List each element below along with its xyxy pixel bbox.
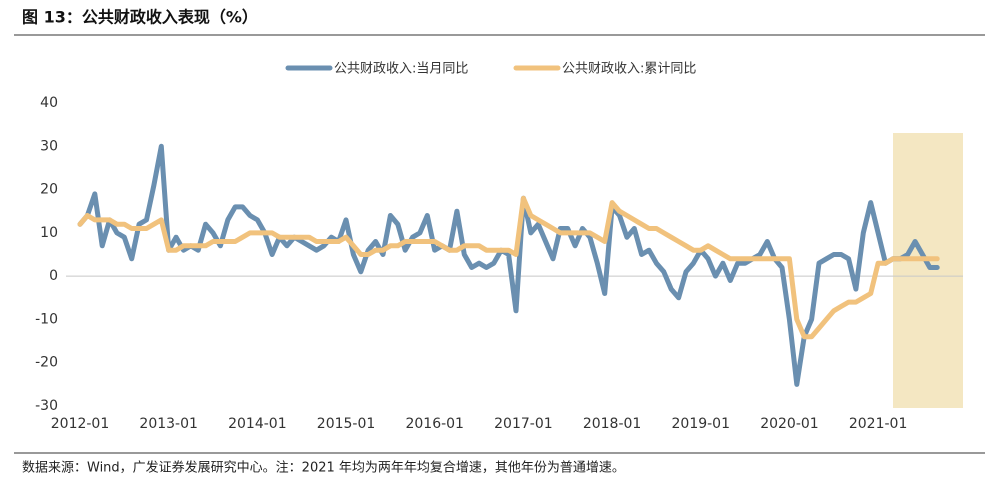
legend-label: 公共财政收入:累计同比 [562, 62, 696, 77]
y-tick-label: -10 [35, 311, 58, 327]
x-tick-label: 2019-01 [672, 416, 731, 432]
y-tick-label: -20 [35, 355, 58, 371]
x-tick-label: 2020-01 [760, 416, 819, 432]
series-line [77, 195, 940, 340]
x-tick-label: 2013-01 [139, 416, 198, 432]
x-tick-label: 2018-01 [583, 416, 642, 432]
x-tick-label: 2021-01 [849, 416, 908, 432]
x-tick-label: 2012-01 [51, 416, 110, 432]
y-tick-label: 10 [40, 225, 58, 241]
y-tick-label: 30 [40, 138, 58, 154]
x-tick-label: 2016-01 [405, 416, 464, 432]
x-tick-label: 2015-01 [317, 416, 376, 432]
y-tick-label: 0 [49, 268, 58, 284]
x-tick-label: 2014-01 [228, 416, 287, 432]
source-note: 数据来源：Wind，广发证券发展研究中心。注：2021 年均为两年年均复合增速，… [22, 460, 625, 476]
chart-title: 图 13：公共财政收入表现（%） [22, 8, 258, 27]
highlight-region [893, 133, 963, 408]
y-tick-label: 40 [40, 95, 58, 111]
y-tick-label: 20 [40, 182, 58, 198]
series-line [77, 143, 940, 387]
y-tick-label: -30 [35, 398, 58, 414]
x-tick-label: 2017-01 [494, 416, 553, 432]
legend-label: 公共财政收入:当月同比 [334, 62, 468, 77]
